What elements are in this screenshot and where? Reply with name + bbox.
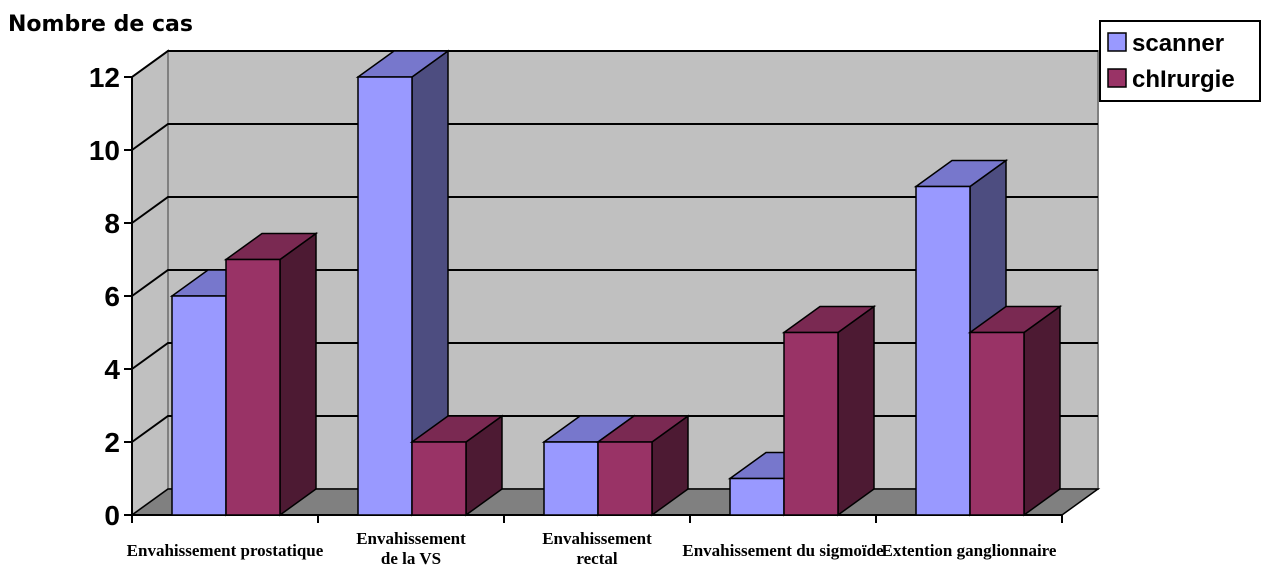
x-tick-label: Envahissement rectal xyxy=(542,529,652,568)
y-tick-label: 12 xyxy=(89,62,120,93)
bar-front xyxy=(916,187,970,516)
legend: scanner chIrurgie xyxy=(1100,21,1260,101)
bar-front xyxy=(598,442,652,515)
legend-swatch xyxy=(1108,33,1126,51)
bar-side xyxy=(838,307,874,516)
bar-side xyxy=(1024,307,1060,516)
y-tick-label: 6 xyxy=(104,281,120,312)
bar-front xyxy=(172,296,226,515)
x-tick-label: Envahissement de la VS xyxy=(356,529,466,568)
y-tick-label: 10 xyxy=(89,135,120,166)
bar-front xyxy=(784,333,838,516)
x-tick-label: Extention ganglionnaire xyxy=(882,541,1057,560)
y-tick-label: 4 xyxy=(104,354,120,385)
y-tick-label: 2 xyxy=(104,427,120,458)
y-axis: 0 2 4 6 8 10 12 xyxy=(89,62,132,531)
x-tick-label: Envahissement prostatique xyxy=(127,541,324,560)
legend-swatch xyxy=(1108,69,1126,87)
x-axis xyxy=(132,515,1062,523)
bar-chIrurgie-3 xyxy=(784,307,874,516)
bar-front xyxy=(412,442,466,515)
bar-side xyxy=(280,234,316,516)
y-tick-label: 8 xyxy=(104,208,120,239)
x-tick-label: Envahissement du sigmoïde xyxy=(682,541,884,560)
legend-label: scanner xyxy=(1132,30,1224,57)
bar-chIrurgie-4 xyxy=(970,307,1060,516)
bar-front xyxy=(970,333,1024,516)
bar-front xyxy=(730,479,784,516)
bar-front xyxy=(544,442,598,515)
y-axis-label: Nombre de cas xyxy=(8,12,193,37)
legend-label: chIrurgie xyxy=(1132,66,1235,93)
bar-front xyxy=(358,77,412,515)
bar-front xyxy=(226,260,280,516)
y-tick-label: 0 xyxy=(104,500,120,531)
x-axis-labels: Envahissement prostatique Envahissement de… xyxy=(127,529,1057,568)
bar-chIrurgie-0 xyxy=(226,234,316,516)
